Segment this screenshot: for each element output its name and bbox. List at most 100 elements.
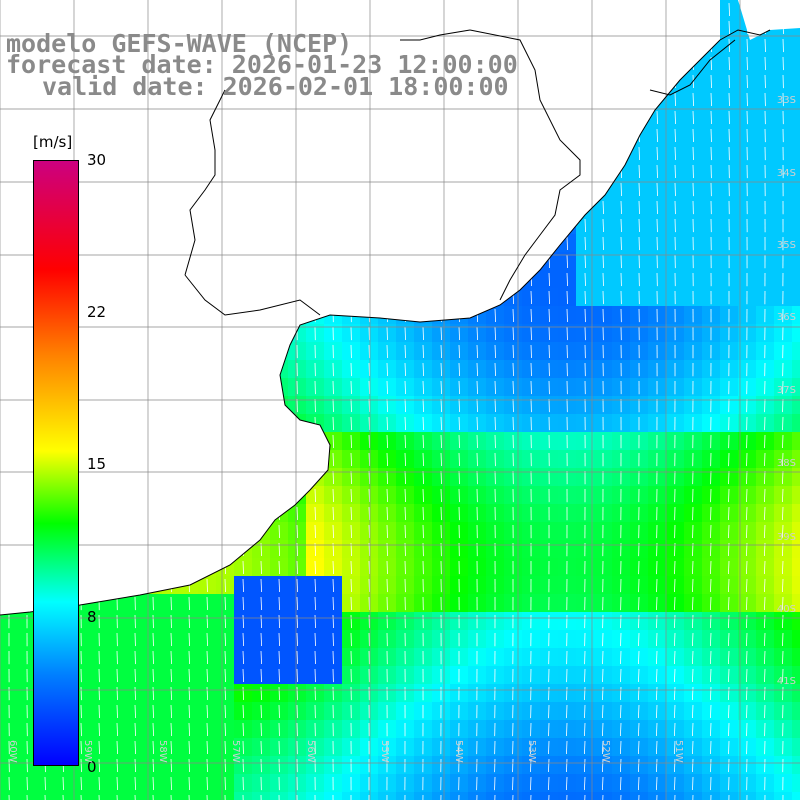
wind-arrow <box>422 398 424 412</box>
wind-arrow <box>206 578 208 593</box>
wind-arrow <box>476 326 478 340</box>
wind-arrow <box>746 488 748 503</box>
wind-arrow <box>368 398 370 413</box>
wind-arrow <box>242 704 244 719</box>
wind-cell <box>792 594 800 612</box>
wind-arrow <box>602 776 604 790</box>
wind-arrow <box>350 470 352 484</box>
wind-arrow <box>602 722 604 737</box>
wind-arrow <box>584 254 586 269</box>
wind-arrow <box>422 344 424 359</box>
wind-arrow <box>692 740 694 755</box>
lat-label: 34S <box>776 168 796 179</box>
wind-arrow <box>260 596 262 610</box>
wind-arrow <box>638 722 640 736</box>
wind-arrow <box>530 776 532 791</box>
wind-arrow <box>296 668 298 683</box>
wind-arrow <box>260 650 262 665</box>
wind-arrow <box>206 596 208 611</box>
wind-arrow <box>98 794 100 800</box>
wind-arrow <box>332 560 334 575</box>
wind-arrow <box>242 740 244 755</box>
wind-arrow <box>350 416 352 431</box>
wind-arrow <box>476 380 478 395</box>
wind-arrow <box>764 506 766 521</box>
wind-arrow <box>548 272 550 287</box>
wind-arrow <box>350 560 352 575</box>
wind-arrow <box>350 398 352 413</box>
wind-arrow <box>674 758 676 773</box>
wind-arrow <box>566 236 568 251</box>
wind-arrow <box>674 632 676 647</box>
wind-cell <box>792 702 800 720</box>
wind-arrow <box>602 218 604 233</box>
wind-arrow <box>548 326 550 341</box>
wind-arrow <box>692 614 694 629</box>
wind-arrow <box>332 434 334 449</box>
wind-arrow <box>674 650 676 665</box>
wind-arrow <box>494 308 496 322</box>
wind-arrow <box>242 632 244 646</box>
wind-cell <box>792 144 800 162</box>
wind-arrow <box>152 650 154 665</box>
wind-arrow <box>782 650 784 665</box>
forecast-date: forecast date: 2026-01-23 12:00:00 <box>6 50 518 79</box>
wind-arrow <box>638 704 640 718</box>
wind-arrow <box>656 632 658 647</box>
coastline <box>0 29 771 616</box>
wind-arrow <box>98 740 100 755</box>
wind-arrow <box>440 344 442 358</box>
wind-arrow <box>692 758 694 773</box>
wind-arrow <box>710 650 712 664</box>
wind-arrow <box>584 776 586 790</box>
wind-arrow <box>728 686 730 701</box>
wind-arrow <box>764 524 766 539</box>
wind-arrow <box>674 776 676 791</box>
wind-arrow <box>296 560 298 574</box>
wind-arrow <box>728 650 730 665</box>
wind-arrow <box>656 596 658 611</box>
wind-arrow <box>170 632 172 647</box>
wind-arrow <box>764 488 766 503</box>
wind-arrow <box>620 200 622 215</box>
wind-arrow <box>314 488 316 503</box>
wind-arrow <box>548 740 550 755</box>
wind-cell <box>792 342 800 360</box>
wind-arrow <box>278 686 280 701</box>
wind-arrow <box>206 704 208 718</box>
wind-arrow <box>350 596 352 611</box>
wind-arrow <box>692 110 694 125</box>
wind-cell <box>792 558 800 576</box>
wind-arrow <box>296 650 298 665</box>
wind-arrow <box>188 614 190 629</box>
wind-cell <box>792 270 800 288</box>
wind-arrow <box>710 668 712 682</box>
wind-arrow <box>656 128 658 143</box>
wind-arrow <box>368 452 370 466</box>
wind-arrow <box>710 686 712 701</box>
wind-arrow <box>674 128 676 143</box>
wind-arrow <box>512 344 514 359</box>
wind-arrow <box>242 722 244 737</box>
wind-arrow <box>116 686 118 701</box>
wind-arrow <box>422 506 424 521</box>
colorbar-tick-22: 22 <box>87 303 107 321</box>
wind-arrow <box>260 704 262 719</box>
wind-arrow <box>440 380 442 394</box>
wind-arrow <box>656 758 658 773</box>
wind-arrow <box>710 704 712 719</box>
wind-arrow <box>764 452 766 467</box>
wind-arrow <box>440 398 442 412</box>
lon-label: 52W <box>600 740 611 763</box>
wind-arrow <box>242 578 244 593</box>
wind-arrow <box>332 470 334 485</box>
wind-arrow <box>620 722 622 737</box>
wind-cell <box>792 360 800 378</box>
wind-arrow <box>80 776 82 791</box>
wind-arrow <box>692 722 694 737</box>
wind-arrow <box>332 488 334 502</box>
wind-arrow <box>746 614 748 628</box>
wind-arrow <box>512 794 514 800</box>
wind-arrow <box>746 668 748 683</box>
wind-arrow <box>188 776 190 791</box>
